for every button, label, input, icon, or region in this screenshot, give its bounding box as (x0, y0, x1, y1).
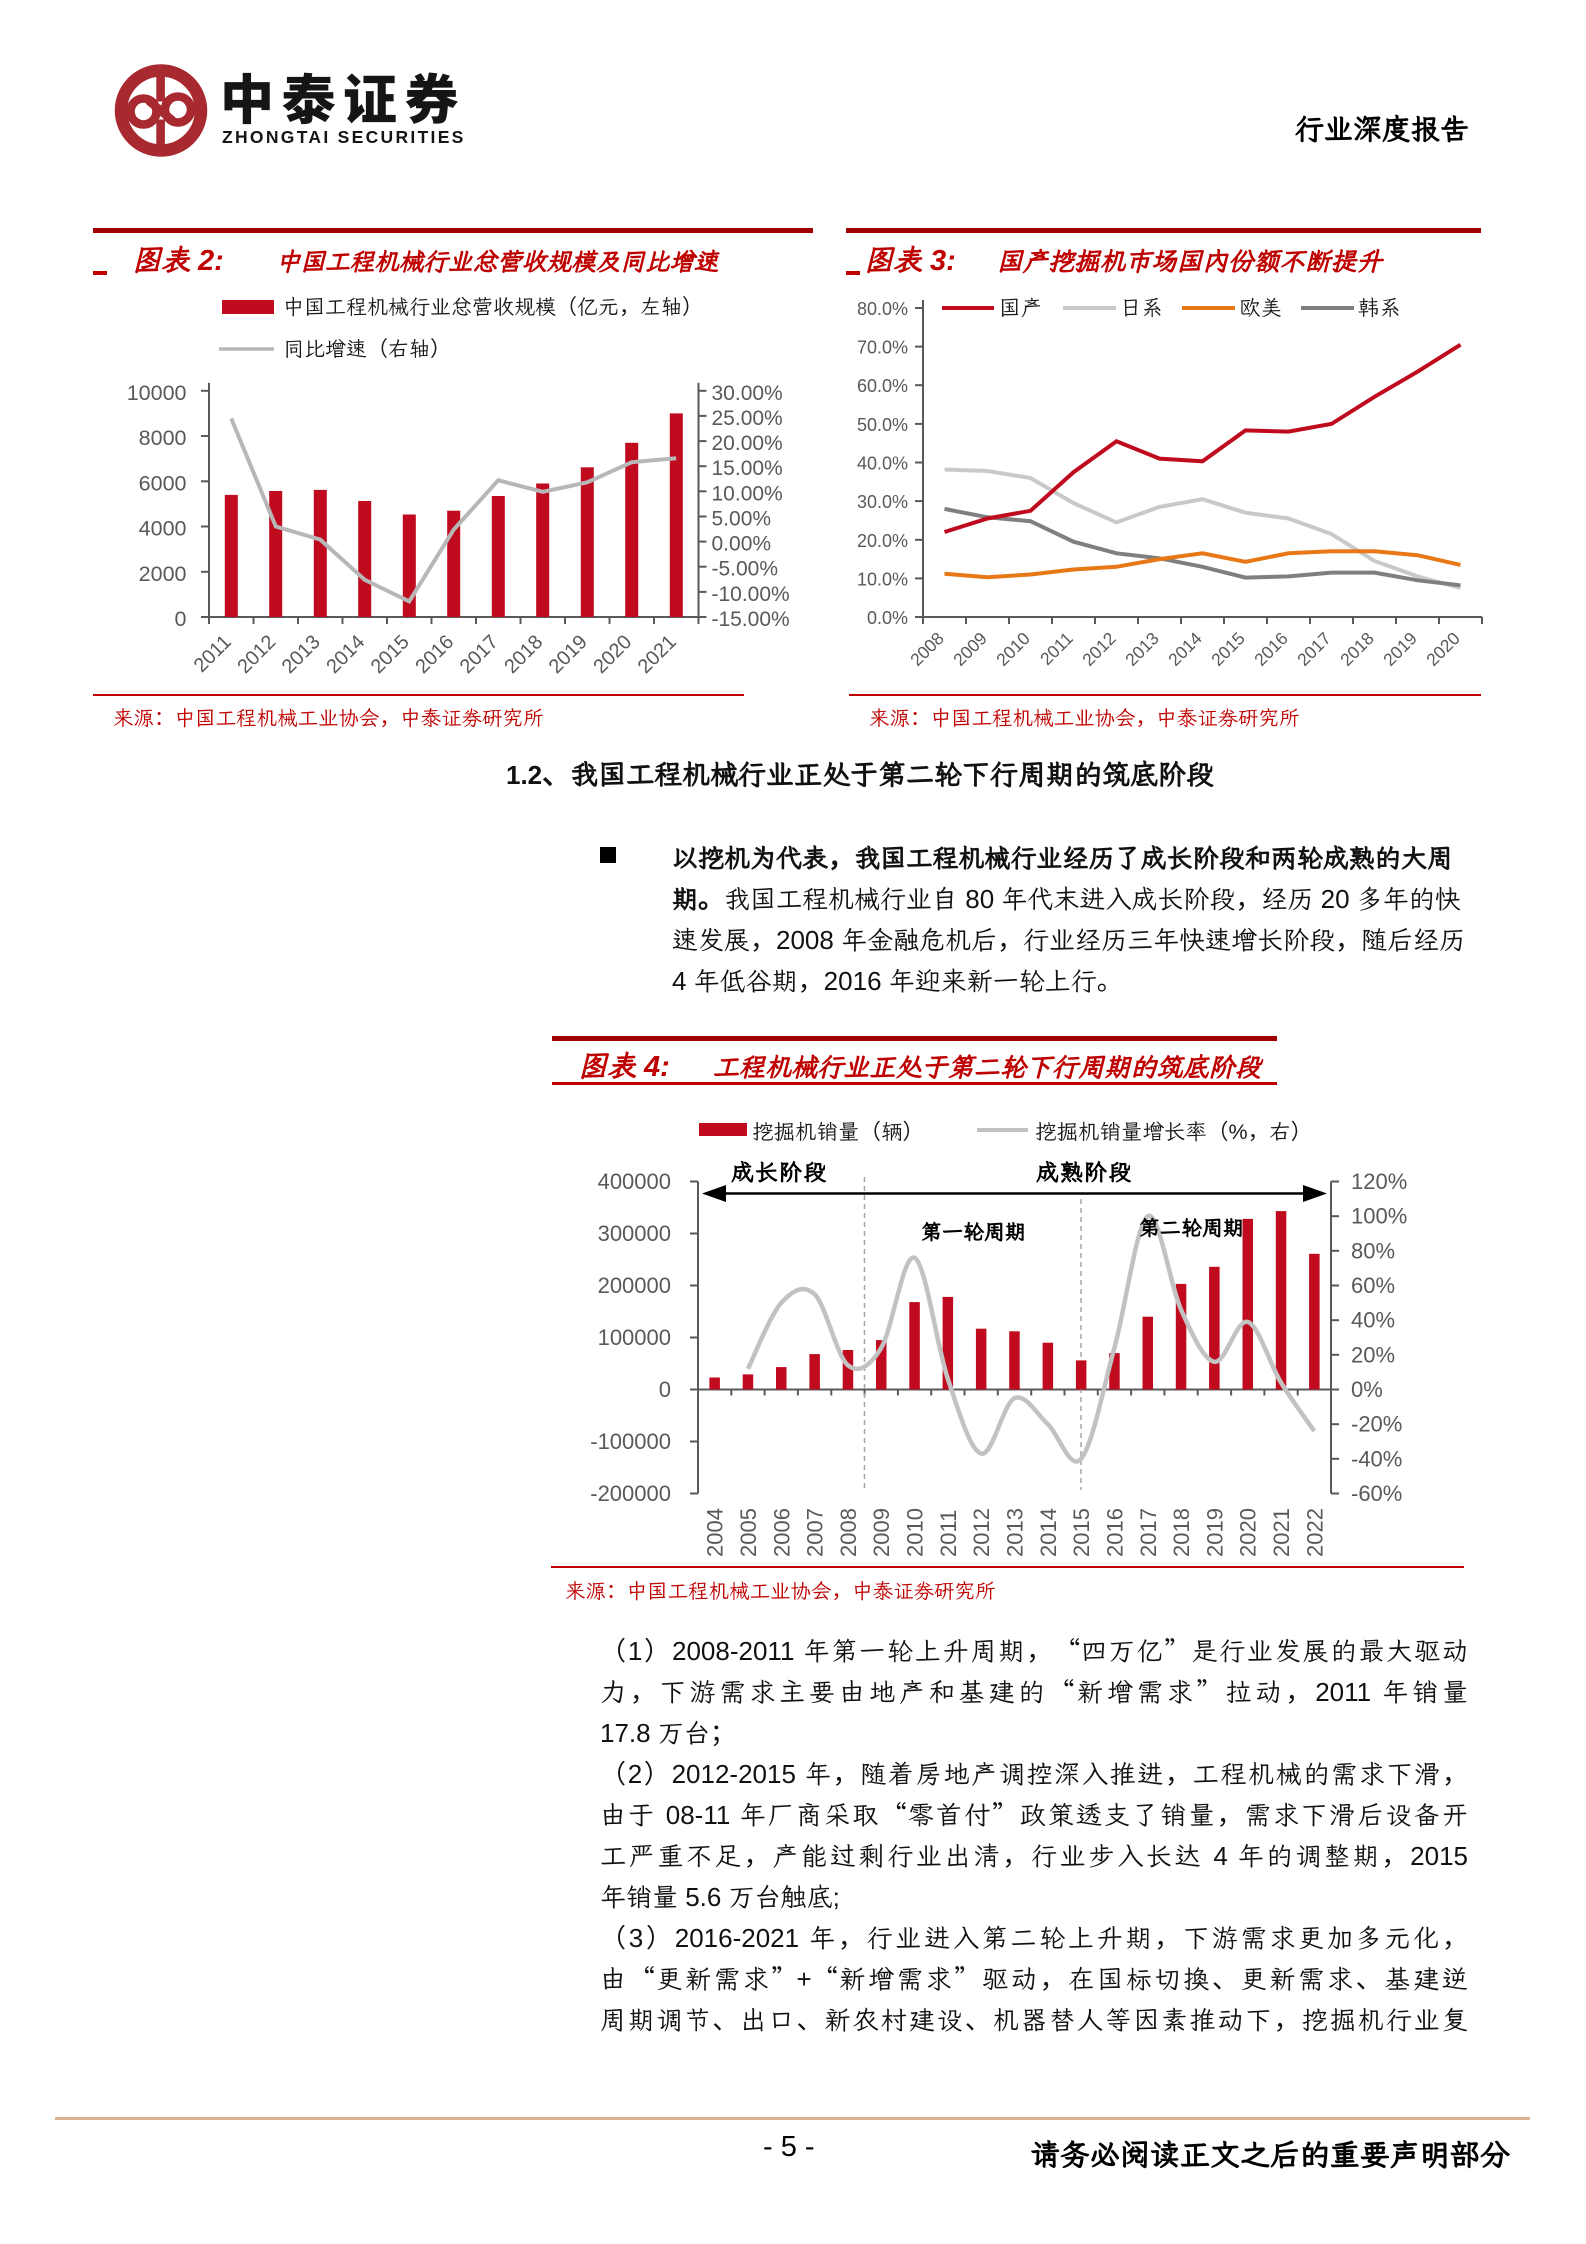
svg-text:2020: 2020 (1422, 628, 1464, 670)
svg-text:同比增速（右轴）: 同比增速（右轴） (283, 333, 451, 363)
svg-text:2008: 2008 (836, 1508, 861, 1557)
svg-text:0%: 0% (1351, 1377, 1383, 1402)
svg-text:2015: 2015 (367, 631, 414, 678)
svg-text:2017: 2017 (456, 631, 503, 678)
svg-text:2006: 2006 (769, 1508, 794, 1557)
svg-text:20.0%: 20.0% (857, 531, 908, 551)
svg-text:欧美: 欧美 (1239, 291, 1282, 322)
svg-text:300000: 300000 (598, 1221, 671, 1246)
svg-text:2011: 2011 (190, 631, 236, 677)
svg-text:70.0%: 70.0% (857, 338, 908, 358)
svg-text:2000: 2000 (139, 562, 187, 586)
svg-text:第一轮周期: 第一轮周期 (921, 1216, 1026, 1246)
svg-text:60.0%: 60.0% (857, 376, 908, 396)
svg-text:2016: 2016 (1102, 1508, 1127, 1557)
svg-text:2013: 2013 (1003, 1508, 1028, 1557)
svg-text:挖掘机销量增长率（%，右）: 挖掘机销量增长率（%，右） (1035, 1115, 1312, 1146)
svg-text:8000: 8000 (139, 426, 187, 450)
svg-text:2020: 2020 (1236, 1508, 1261, 1557)
svg-text:2019: 2019 (1379, 628, 1421, 670)
svg-text:0: 0 (175, 607, 187, 631)
svg-text:20%: 20% (1351, 1342, 1395, 1367)
svg-text:日系: 日系 (1120, 291, 1163, 322)
svg-text:-20%: -20% (1351, 1412, 1402, 1437)
svg-text:2013: 2013 (1121, 628, 1163, 670)
svg-text:60%: 60% (1351, 1273, 1395, 1298)
svg-text:-100000: -100000 (590, 1429, 671, 1454)
svg-text:2018: 2018 (500, 631, 547, 678)
svg-text:2014: 2014 (1036, 1508, 1061, 1557)
svg-text:-60%: -60% (1351, 1481, 1402, 1506)
svg-text:成长阶段: 成长阶段 (731, 1153, 827, 1187)
svg-text:2004: 2004 (703, 1508, 728, 1557)
svg-text:2018: 2018 (1169, 1508, 1194, 1557)
svg-text:2020: 2020 (589, 631, 636, 678)
svg-text:0.00%: 0.00% (712, 533, 772, 556)
svg-text:第二轮周期: 第二轮周期 (1139, 1212, 1244, 1242)
svg-text:2015: 2015 (1069, 1508, 1094, 1557)
svg-text:10000: 10000 (127, 381, 187, 405)
svg-text:40%: 40% (1351, 1308, 1395, 1333)
svg-text:5.00%: 5.00% (712, 508, 772, 531)
svg-text:-10.00%: -10.00% (712, 583, 790, 606)
svg-text:2022: 2022 (1302, 1508, 1327, 1557)
svg-text:0: 0 (659, 1377, 671, 1402)
svg-text:30.0%: 30.0% (857, 492, 908, 512)
svg-text:20.00%: 20.00% (712, 432, 783, 455)
svg-text:10.00%: 10.00% (712, 482, 783, 505)
svg-text:2016: 2016 (411, 631, 458, 678)
svg-text:15.00%: 15.00% (712, 457, 783, 480)
svg-text:成熟阶段: 成熟阶段 (1036, 1153, 1132, 1187)
svg-text:4000: 4000 (139, 517, 187, 541)
svg-text:400000: 400000 (598, 1169, 671, 1194)
svg-text:-5.00%: -5.00% (712, 558, 779, 581)
svg-text:2017: 2017 (1293, 628, 1335, 670)
svg-text:2009: 2009 (949, 628, 991, 670)
svg-text:2015: 2015 (1207, 628, 1249, 670)
svg-text:25.00%: 25.00% (712, 407, 783, 430)
svg-text:200000: 200000 (598, 1273, 671, 1298)
svg-text:2012: 2012 (233, 631, 280, 678)
svg-text:2017: 2017 (1136, 1508, 1161, 1557)
svg-text:2014: 2014 (1164, 628, 1206, 670)
svg-text:2013: 2013 (278, 631, 325, 678)
svg-text:0.0%: 0.0% (867, 608, 908, 628)
svg-text:2007: 2007 (803, 1508, 828, 1557)
svg-text:80.0%: 80.0% (857, 299, 908, 319)
svg-text:100%: 100% (1351, 1204, 1407, 1229)
svg-text:韩系: 韩系 (1358, 291, 1401, 322)
svg-text:2012: 2012 (1078, 628, 1120, 670)
svg-text:-40%: -40% (1351, 1446, 1402, 1471)
svg-text:120%: 120% (1351, 1169, 1407, 1194)
svg-text:2010: 2010 (992, 628, 1034, 670)
svg-text:2014: 2014 (322, 631, 369, 678)
svg-text:10.0%: 10.0% (857, 569, 908, 589)
svg-text:30.00%: 30.00% (712, 382, 783, 405)
svg-text:2011: 2011 (936, 1510, 961, 1557)
svg-text:-15.00%: -15.00% (712, 608, 790, 631)
svg-text:2021: 2021 (634, 631, 681, 678)
svg-text:国产: 国产 (999, 291, 1042, 322)
svg-text:2019: 2019 (545, 631, 592, 678)
svg-text:2009: 2009 (869, 1508, 894, 1557)
svg-text:中国工程机械行业总营收规模（亿元，左轴）: 中国工程机械行业总营收规模（亿元，左轴） (283, 291, 703, 321)
svg-text:2005: 2005 (736, 1508, 761, 1557)
svg-text:2008: 2008 (906, 628, 948, 670)
svg-text:50.0%: 50.0% (857, 415, 908, 435)
svg-text:2010: 2010 (903, 1508, 928, 1557)
svg-text:2018: 2018 (1336, 628, 1378, 670)
svg-text:40.0%: 40.0% (857, 454, 908, 474)
svg-text:100000: 100000 (598, 1325, 671, 1350)
svg-text:6000: 6000 (139, 471, 187, 495)
svg-text:2019: 2019 (1202, 1508, 1227, 1557)
svg-text:挖掘机销量（辆）: 挖掘机销量（辆） (752, 1115, 924, 1146)
svg-text:80%: 80% (1351, 1238, 1395, 1263)
svg-text:2012: 2012 (969, 1508, 994, 1557)
svg-text:2021: 2021 (1269, 1508, 1294, 1557)
svg-text:2016: 2016 (1250, 628, 1292, 670)
svg-text:-200000: -200000 (590, 1481, 671, 1506)
svg-text:2011: 2011 (1036, 628, 1077, 669)
